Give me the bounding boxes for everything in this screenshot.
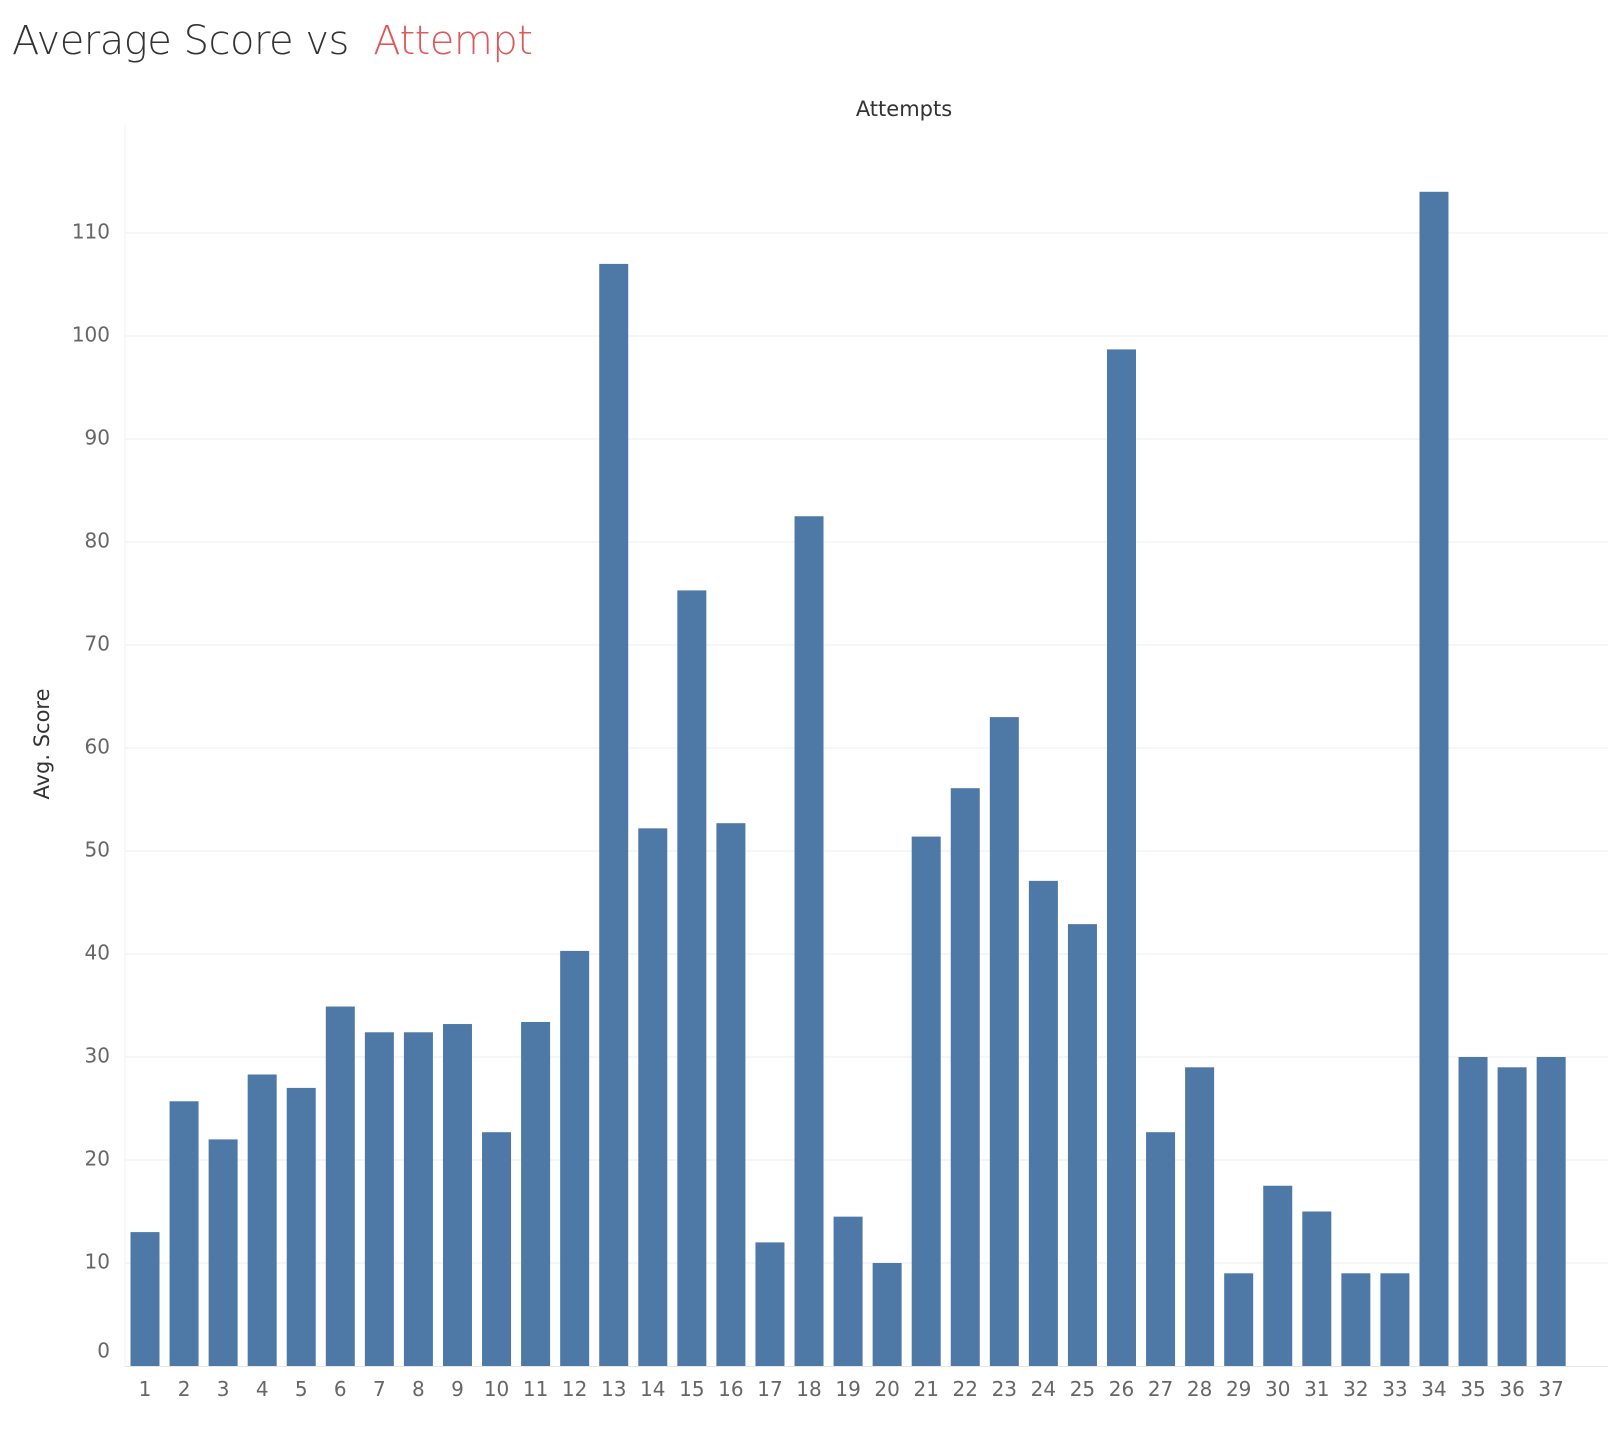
chart-title-main: Average Score vs [12, 18, 349, 64]
y-tick-label: 50 [85, 838, 110, 862]
x-tick-label: 32 [1343, 1377, 1368, 1401]
bar [872, 1263, 902, 1366]
x-tick-label: 19 [835, 1377, 860, 1401]
y-tick-label: 80 [85, 529, 110, 553]
bar [1067, 924, 1097, 1366]
bar [325, 1006, 355, 1366]
y-tick-label: 10 [85, 1250, 110, 1274]
bar [1185, 1067, 1215, 1366]
x-tick-label: 9 [451, 1377, 464, 1401]
bar [1536, 1057, 1566, 1366]
bar [1302, 1211, 1332, 1366]
x-tick-label: 23 [992, 1377, 1017, 1401]
bar [1263, 1185, 1293, 1366]
x-tick-label: 22 [953, 1377, 978, 1401]
x-tick-label: 5 [295, 1377, 308, 1401]
x-tick-label: 21 [913, 1377, 938, 1401]
x-axis-title: Attempts [856, 97, 952, 121]
bar [638, 828, 668, 1366]
x-tick-label: 33 [1382, 1377, 1407, 1401]
bar [911, 836, 941, 1366]
x-tick-label: 36 [1499, 1377, 1524, 1401]
bar [247, 1074, 277, 1366]
bar [833, 1216, 863, 1366]
x-tick-label: 2 [178, 1377, 191, 1401]
y-tick-label: 30 [85, 1044, 110, 1068]
bar [364, 1032, 394, 1366]
y-tick-label: 90 [85, 426, 110, 450]
y-tick-label: 40 [85, 941, 110, 965]
x-tick-label: 37 [1538, 1377, 1563, 1401]
x-tick-label: 18 [796, 1377, 821, 1401]
x-tick-label: 24 [1031, 1377, 1056, 1401]
x-tick-label: 30 [1265, 1377, 1290, 1401]
x-tick-label: 8 [412, 1377, 425, 1401]
bar [521, 1021, 551, 1366]
bar [560, 950, 590, 1366]
y-tick-label: 20 [85, 1147, 110, 1171]
bar [1419, 191, 1449, 1366]
x-tick-label: 17 [757, 1377, 782, 1401]
y-axis-title: Avg. Score [30, 688, 54, 799]
y-tick-label: 100 [72, 323, 110, 347]
y-tick-label: 0 [97, 1339, 110, 1363]
bar [169, 1101, 199, 1366]
x-tick-label: 28 [1187, 1377, 1212, 1401]
x-tick-label: 7 [373, 1377, 386, 1401]
x-tick-label: 15 [679, 1377, 704, 1401]
x-tick-label: 35 [1460, 1377, 1485, 1401]
bar [1341, 1273, 1371, 1366]
bar [403, 1032, 433, 1366]
bar [950, 788, 980, 1366]
x-tick-label: 26 [1109, 1377, 1134, 1401]
bar [599, 263, 629, 1366]
bar [482, 1132, 512, 1366]
x-tick-label: 11 [523, 1377, 548, 1401]
bar [1028, 880, 1058, 1366]
y-tick-label: 70 [85, 632, 110, 656]
x-tick-label: 3 [217, 1377, 230, 1401]
x-tick-label: 29 [1226, 1377, 1251, 1401]
bar [1146, 1132, 1176, 1366]
x-axis-ticks: 1 2 3 4 5 6 7 8 9 10 11 12 13 14 15 16 17 18 19 20 21 22 23 24 2… [139, 1377, 1564, 1401]
x-tick-label: 13 [601, 1377, 626, 1401]
y-axis-ticks: 0 10 20 30 40 50 60 70 80 90 100 110 [72, 220, 110, 1363]
bar [1497, 1067, 1527, 1366]
bar [989, 717, 1019, 1366]
gridlines [125, 232, 1608, 1367]
bar [1107, 349, 1136, 1366]
x-tick-label: 12 [562, 1377, 587, 1401]
y-tick-label: 60 [85, 735, 110, 759]
x-tick-label: 25 [1070, 1377, 1095, 1401]
x-tick-label: 6 [334, 1377, 347, 1401]
bar [1380, 1273, 1410, 1366]
bar [130, 1232, 160, 1366]
bar [677, 590, 707, 1366]
x-tick-label: 16 [718, 1377, 743, 1401]
bar [286, 1087, 316, 1366]
x-tick-label: 20 [874, 1377, 899, 1401]
x-tick-label: 4 [256, 1377, 269, 1401]
bar [794, 516, 824, 1366]
bar [208, 1139, 238, 1366]
x-tick-label: 34 [1421, 1377, 1446, 1401]
bar [442, 1024, 472, 1366]
x-tick-label: 10 [484, 1377, 509, 1401]
x-tick-label: 1 [139, 1377, 152, 1401]
x-tick-label: 27 [1148, 1377, 1173, 1401]
bar [1458, 1057, 1488, 1366]
bar [1224, 1273, 1254, 1366]
chart-title: Average Score vs Attempt [12, 18, 533, 64]
bar [716, 823, 746, 1366]
bar [755, 1242, 785, 1366]
bars [130, 191, 1566, 1366]
x-tick-label: 14 [640, 1377, 665, 1401]
x-tick-label: 31 [1304, 1377, 1329, 1401]
y-tick-label: 110 [72, 220, 110, 244]
chart-title-accent: Attempt [373, 18, 533, 64]
